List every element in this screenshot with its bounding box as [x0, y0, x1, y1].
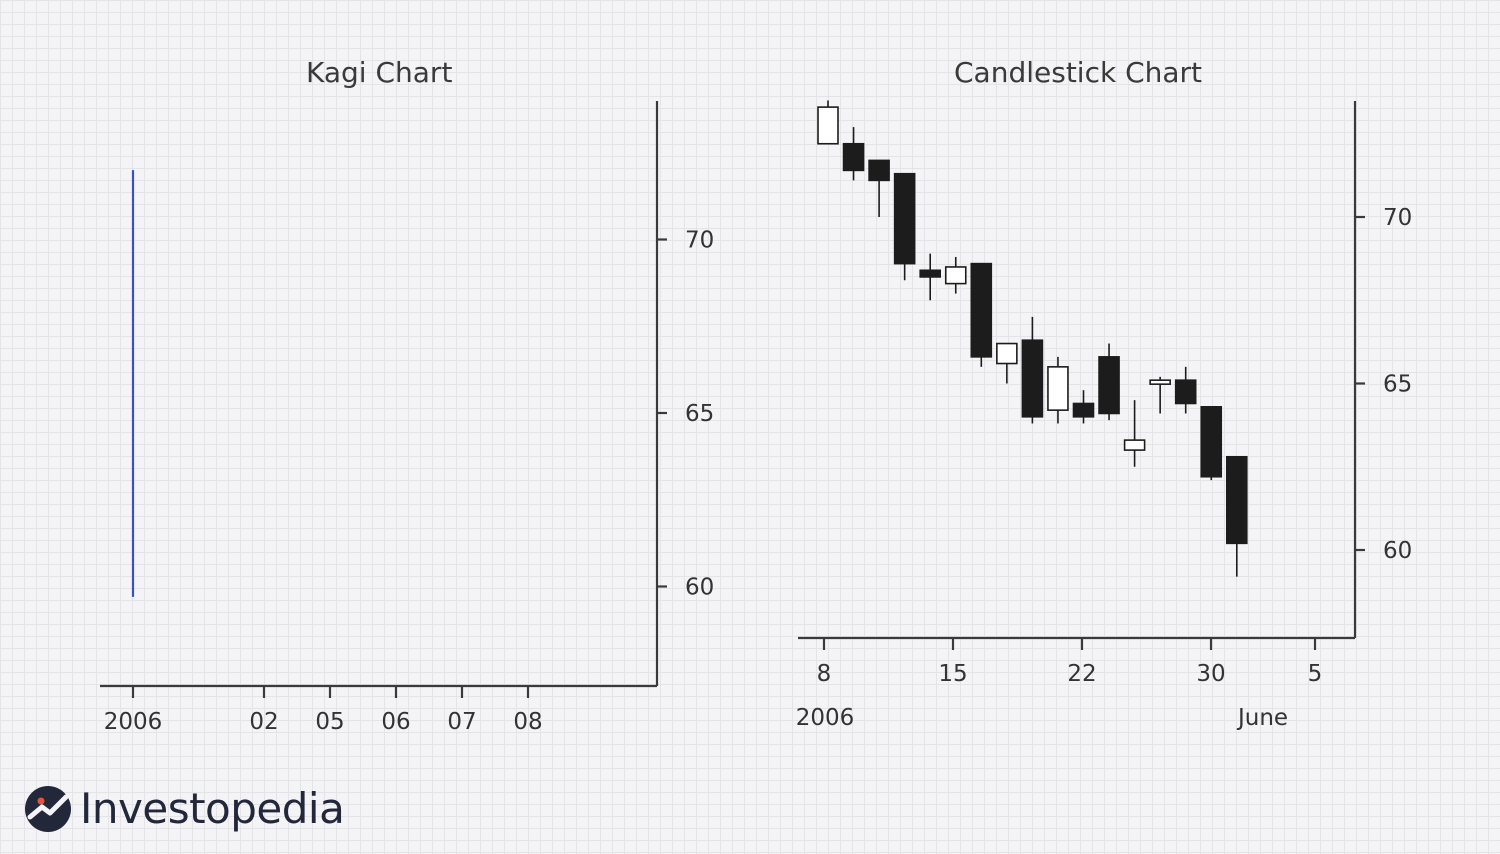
- candle-body: [1047, 366, 1069, 411]
- candle-body: [919, 269, 942, 278]
- candle-body: [842, 142, 865, 172]
- candle-x-tick-label: 15: [938, 661, 967, 687]
- candle-x-sub-label: June: [1236, 705, 1288, 731]
- candle-body: [893, 172, 916, 265]
- candle-x-tick-label: 30: [1196, 661, 1225, 687]
- kagi-y-tick-label: 65: [685, 401, 714, 427]
- kagi-x-tick-label: 07: [447, 709, 476, 735]
- candle-y-tick-label: 70: [1383, 205, 1412, 231]
- candle-down: [893, 172, 916, 281]
- investopedia-logo-icon: [25, 785, 71, 832]
- candle-down: [1021, 316, 1044, 424]
- candle-body: [1072, 402, 1095, 418]
- candle-body: [817, 106, 839, 145]
- candle-x-sub-label: 2006: [796, 705, 855, 731]
- candle-down: [970, 262, 993, 367]
- kagi-x-tick-label: 02: [249, 709, 278, 735]
- candle-body: [1174, 379, 1197, 405]
- candle-body: [970, 262, 993, 358]
- candlestick-chart-title: Candlestick Chart: [954, 56, 1203, 89]
- candle-body: [1149, 379, 1171, 385]
- kagi-chart-title: Kagi Chart: [306, 56, 453, 89]
- candle-body: [996, 342, 1018, 365]
- candle-down: [842, 127, 865, 181]
- candle-up: [1123, 400, 1146, 467]
- kagi-axes: 60 65 70 2006 02 05 06 07 08: [100, 101, 714, 735]
- candle-up: [1149, 376, 1171, 414]
- candle-down: [919, 253, 942, 301]
- kagi-y-tick-label: 60: [685, 575, 714, 601]
- candle-up: [944, 256, 967, 294]
- candle-down: [1098, 343, 1120, 421]
- investopedia-logo-text: Investopedia: [80, 784, 345, 833]
- kagi-x-tick-label: 06: [381, 709, 410, 735]
- candle-down: [868, 159, 890, 217]
- candle-down: [1072, 390, 1095, 424]
- kagi-x-tick-label: 05: [315, 709, 344, 735]
- candle-up: [817, 100, 839, 145]
- candle-body: [1123, 439, 1146, 451]
- candle-up: [1047, 356, 1069, 424]
- candle-body: [868, 159, 890, 182]
- candle-body: [1021, 339, 1044, 418]
- candle-down: [1174, 366, 1197, 414]
- candle-y-tick-label: 60: [1383, 538, 1412, 564]
- kagi-x-tick-label: 08: [513, 709, 542, 735]
- candle-body: [1226, 455, 1248, 545]
- candlestick-axes: 60 65 70 8 15 22 30 5 2006 June: [796, 101, 1412, 731]
- candlestick-candles: [817, 100, 1248, 577]
- candle-body: [944, 266, 967, 285]
- candle-down: [1200, 406, 1223, 481]
- candle-x-tick-label: 8: [817, 661, 832, 687]
- candle-up: [996, 342, 1018, 384]
- kagi-x-tick-label: 2006: [104, 709, 163, 735]
- candle-body: [1200, 406, 1223, 478]
- candle-x-tick-label: 5: [1308, 661, 1323, 687]
- candle-x-tick-label: 22: [1067, 661, 1096, 687]
- candle-y-tick-label: 65: [1383, 372, 1412, 398]
- kagi-chart: 60 65 70 2006 02 05 06 07 08: [100, 101, 714, 735]
- candle-body: [1098, 356, 1120, 415]
- kagi-y-tick-label: 70: [685, 228, 714, 254]
- investopedia-logo: Investopedia: [24, 784, 345, 833]
- candlestick-chart: 60 65 70 8 15 22 30 5 2006 June: [796, 100, 1412, 731]
- candle-down: [1226, 455, 1248, 577]
